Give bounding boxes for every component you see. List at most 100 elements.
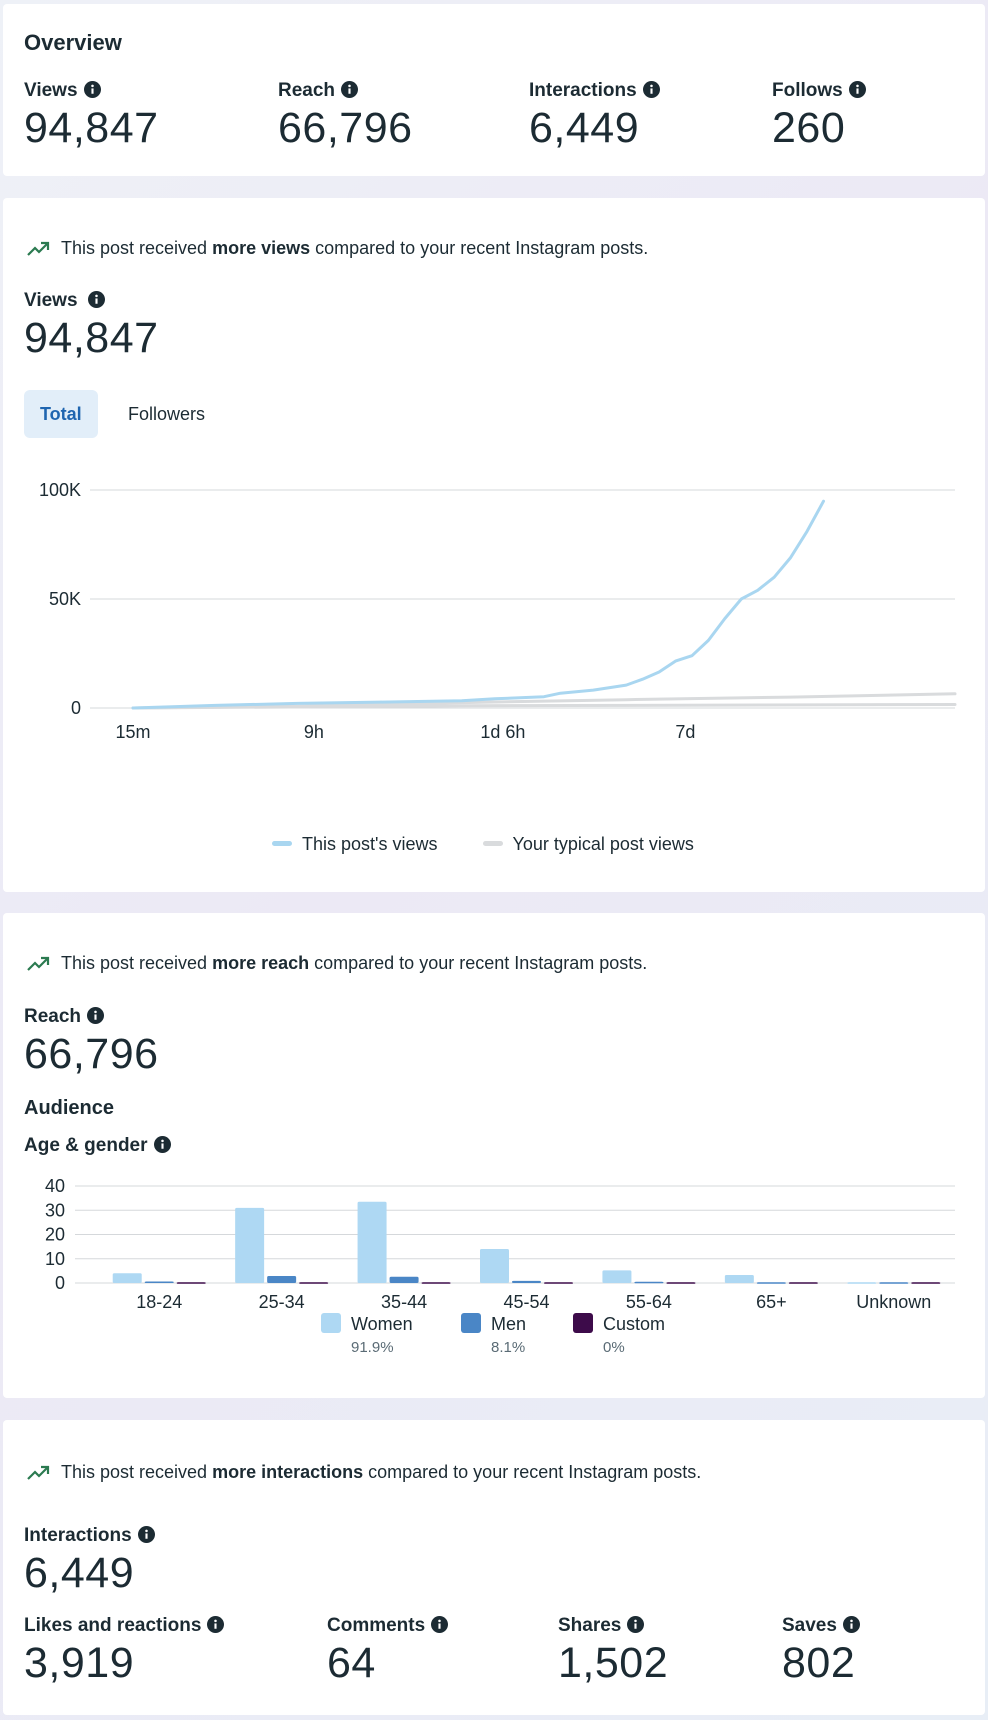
legend-swatch-men bbox=[461, 1313, 481, 1333]
interaction-metric-shares: Shares 1,502 bbox=[558, 1615, 668, 1688]
category-label: Unknown bbox=[856, 1292, 931, 1312]
metric-value: 260 bbox=[772, 104, 846, 152]
info-icon[interactable] bbox=[341, 81, 359, 98]
category-label: 45-54 bbox=[503, 1292, 549, 1312]
bar-men bbox=[144, 1281, 174, 1284]
bar-women bbox=[480, 1249, 509, 1283]
metric-label: Shares bbox=[558, 1615, 622, 1636]
views-card: This post received more views compared t… bbox=[3, 198, 985, 892]
y-tick-label: 20 bbox=[45, 1225, 65, 1245]
metric-value: 64 bbox=[327, 1639, 376, 1687]
interactions-trend-message: This post received more interactions com… bbox=[27, 1462, 701, 1486]
legend-swatch-typical bbox=[482, 841, 503, 846]
age-gender-heading: Age & gender bbox=[24, 1135, 171, 1157]
legend-swatch-women bbox=[321, 1313, 341, 1333]
trending-up-icon bbox=[27, 241, 51, 262]
reach-trend-message: This post received more reach compared t… bbox=[27, 953, 647, 977]
bar-women bbox=[602, 1270, 632, 1283]
bar-women bbox=[847, 1282, 877, 1284]
views-trend-message: This post received more views compared t… bbox=[27, 238, 648, 262]
category-label: 55-64 bbox=[626, 1292, 672, 1312]
series-line bbox=[131, 499, 825, 710]
x-tick-label: 15m bbox=[115, 722, 150, 742]
metric-label: Views bbox=[24, 290, 78, 311]
trending-up-icon bbox=[27, 956, 51, 977]
bar-men bbox=[756, 1282, 786, 1284]
age-gender-bar-chart: 0 10 20 30 40 18-24 25-34 35-44 45-54 55-64 65+ Unk… bbox=[45, 1176, 955, 1312]
bar-custom bbox=[176, 1282, 206, 1284]
metric-value: 6,449 bbox=[24, 1549, 135, 1597]
reach-metric: Reach 66,796 bbox=[24, 1006, 159, 1079]
info-icon[interactable] bbox=[87, 291, 105, 308]
x-tick-label: 7d bbox=[675, 722, 695, 742]
interactions-card: This post received more interactions com… bbox=[3, 1420, 985, 1715]
overview-metric-views: Views 94,847 bbox=[24, 80, 159, 153]
y-tick-label: 40 bbox=[45, 1176, 65, 1196]
interaction-metric-likes: Likes and reactions 3,919 bbox=[24, 1615, 225, 1688]
info-icon[interactable] bbox=[431, 1616, 449, 1633]
bar-men bbox=[389, 1276, 419, 1283]
views-metric: Views 94,847 bbox=[24, 290, 159, 363]
y-tick-label: 10 bbox=[45, 1249, 65, 1269]
metric-value: 66,796 bbox=[24, 1030, 159, 1078]
tab-followers[interactable]: Followers bbox=[128, 404, 206, 424]
metric-value: 66,796 bbox=[278, 104, 413, 152]
bar-custom bbox=[788, 1282, 818, 1284]
category-label: 65+ bbox=[756, 1292, 787, 1312]
bar-women bbox=[112, 1273, 142, 1283]
legend-women[interactable]: Women 91.9% bbox=[321, 1313, 413, 1356]
interaction-metric-saves: Saves 802 bbox=[782, 1615, 860, 1688]
bar-custom bbox=[299, 1282, 329, 1284]
legend-pct-men: 8.1% bbox=[491, 1339, 526, 1356]
metric-label: Saves bbox=[782, 1615, 837, 1636]
overview-metric-interactions: Interactions 6,449 bbox=[529, 80, 660, 153]
info-icon[interactable] bbox=[153, 1136, 171, 1153]
tab-total[interactable]: Total bbox=[24, 390, 98, 438]
bar-men bbox=[512, 1280, 541, 1283]
bar-custom bbox=[911, 1282, 941, 1284]
metric-value: 802 bbox=[782, 1639, 856, 1687]
y-tick-label: 50K bbox=[49, 589, 81, 609]
legend-custom[interactable]: Custom 0% bbox=[573, 1313, 665, 1356]
info-icon[interactable] bbox=[83, 81, 101, 98]
info-icon[interactable] bbox=[87, 1007, 105, 1024]
overview-metric-reach: Reach 66,796 bbox=[278, 80, 413, 153]
bar-custom bbox=[421, 1282, 451, 1284]
audience-title: Audience bbox=[24, 1097, 115, 1119]
metric-label: Likes and reactions bbox=[24, 1615, 202, 1636]
metric-label: Interactions bbox=[529, 80, 637, 101]
bar-men bbox=[267, 1275, 297, 1283]
info-icon[interactable] bbox=[627, 1616, 645, 1633]
metric-value: 1,502 bbox=[558, 1639, 669, 1687]
bar-women bbox=[235, 1207, 265, 1283]
metric-label: Reach bbox=[24, 1006, 82, 1027]
legend-this-post[interactable]: This post's views bbox=[272, 834, 437, 854]
metric-value: 3,919 bbox=[24, 1639, 135, 1687]
legend-men[interactable]: Men 8.1% bbox=[461, 1313, 526, 1356]
x-tick-label: 1d 6h bbox=[480, 722, 525, 742]
interaction-metric-comments: Comments 64 bbox=[327, 1615, 449, 1688]
info-icon[interactable] bbox=[207, 1616, 225, 1633]
info-icon[interactable] bbox=[848, 81, 866, 98]
legend-pct-custom: 0% bbox=[603, 1339, 625, 1356]
category-label: 18-24 bbox=[136, 1292, 182, 1312]
metric-label: Interactions bbox=[24, 1525, 132, 1546]
legend-typical[interactable]: Your typical post views bbox=[482, 834, 694, 854]
y-tick-label: 0 bbox=[71, 698, 81, 718]
y-tick-label: 100K bbox=[39, 480, 81, 500]
bar-men bbox=[634, 1281, 664, 1284]
legend-pct-women: 91.9% bbox=[351, 1339, 394, 1356]
info-icon[interactable] bbox=[642, 81, 660, 98]
overview-card: Overview Views 94,847 Reach 66,796 Inter… bbox=[3, 4, 985, 176]
overview-title: Overview bbox=[24, 30, 122, 55]
series-line bbox=[131, 692, 957, 710]
category-label: 25-34 bbox=[259, 1292, 305, 1312]
info-icon[interactable] bbox=[137, 1526, 155, 1543]
y-tick-label: 0 bbox=[55, 1273, 65, 1293]
y-tick-label: 30 bbox=[45, 1200, 65, 1220]
bar-men bbox=[879, 1282, 909, 1284]
info-icon[interactable] bbox=[842, 1616, 860, 1633]
metric-label: Comments bbox=[327, 1615, 426, 1636]
metric-label: Reach bbox=[278, 80, 336, 101]
metric-label: Follows bbox=[772, 80, 843, 101]
